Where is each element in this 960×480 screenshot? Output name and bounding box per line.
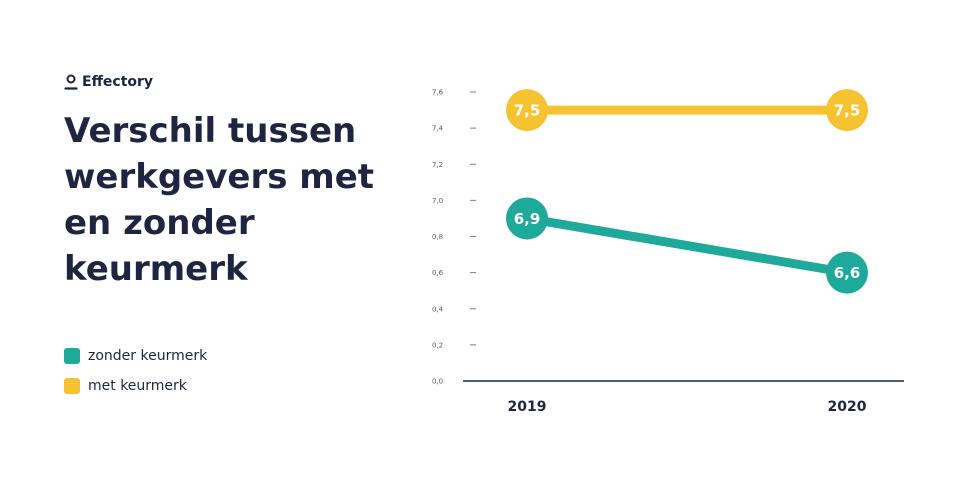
y-tick-label: 0,6 [432, 269, 444, 277]
chart-legend: zonder keurmerk met keurmerk [64, 344, 207, 404]
x-category-label: 2020 [828, 399, 867, 415]
y-tick-label: 0,4 [432, 305, 444, 313]
legend-swatch-zonder-keurmerk [64, 348, 80, 364]
y-tick-label: 7,2 [432, 161, 443, 169]
data-point [506, 197, 548, 240]
legend-label-zonder-keurmerk: zonder keurmerk [88, 348, 208, 364]
series-line [522, 213, 852, 278]
y-tick-label: 0,8 [432, 233, 443, 241]
data-point [826, 89, 868, 132]
data-label: 6,6 [834, 264, 861, 282]
brand-name: Effectory [82, 74, 154, 90]
page-title: Verschil tussen werkgevers met en zonder… [64, 111, 375, 289]
y-tick-label: 7,6 [432, 89, 444, 97]
data-point [506, 89, 548, 132]
y-tick-label: 7,0 [432, 197, 443, 205]
data-label: 7,5 [834, 102, 861, 120]
brand-logo: Effectory [64, 74, 153, 90]
legend-item-zonder-keurmerk: zonder keurmerk [64, 344, 207, 368]
data-point [826, 251, 868, 294]
data-label: 7,5 [514, 102, 541, 120]
y-tick-label: 0,0 [432, 378, 443, 386]
y-tick-label: 7,4 [432, 125, 444, 133]
legend-swatch-met-keurmerk [64, 378, 80, 394]
person-outline-icon [64, 74, 78, 90]
x-category-label: 2019 [508, 399, 547, 415]
legend-item-met-keurmerk: met keurmerk [64, 374, 207, 398]
y-tick-label: 0,2 [432, 341, 443, 349]
legend-label-met-keurmerk: met keurmerk [88, 378, 187, 394]
data-label: 6,9 [514, 210, 541, 228]
